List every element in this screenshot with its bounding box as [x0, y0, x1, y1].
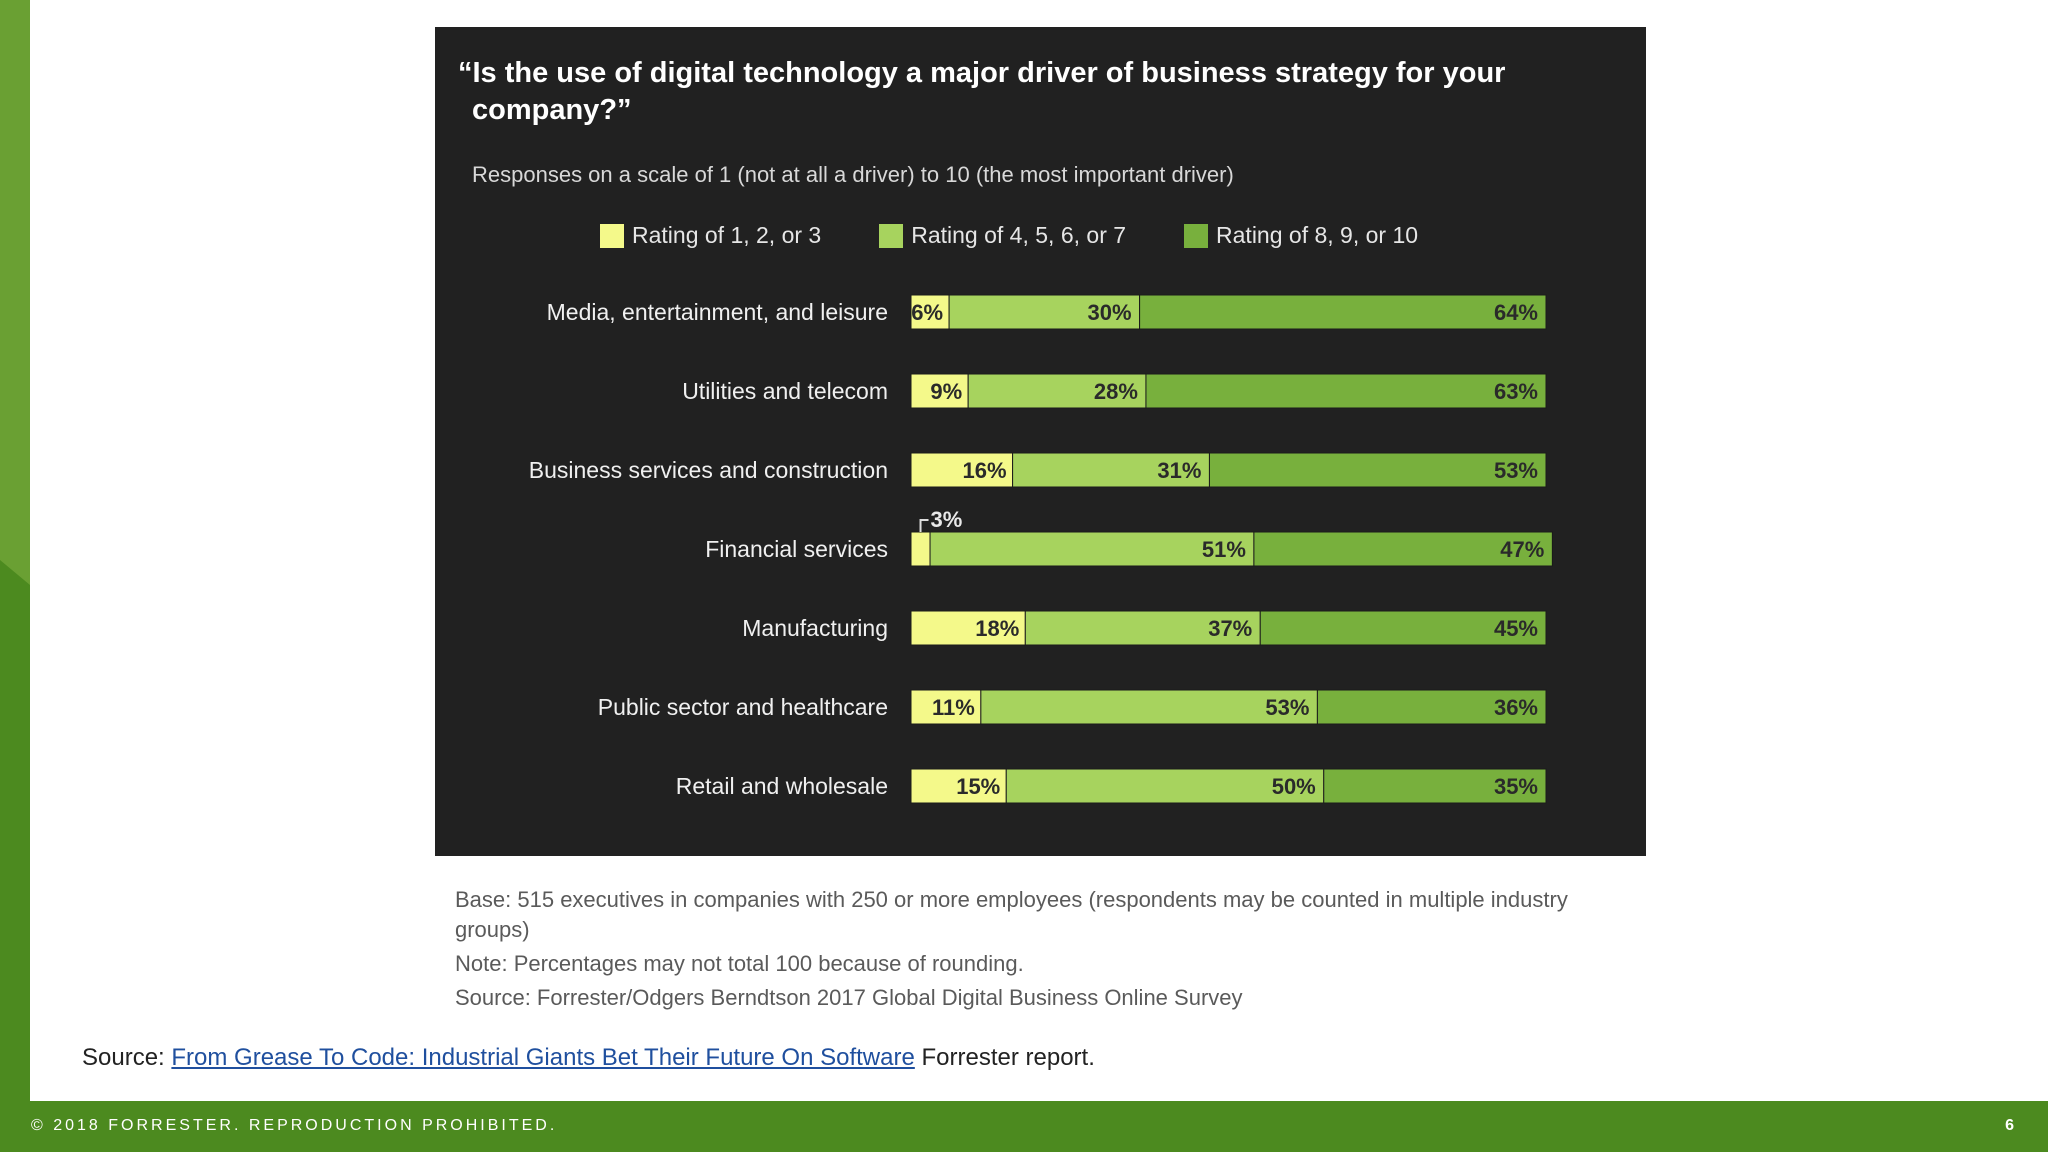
source-suffix: Forrester report. [914, 1044, 1095, 1071]
bar-segment [1024, 610, 1261, 646]
category-label: Business services and construction [529, 457, 888, 483]
footer-copyright: © 2018 FORRESTER. REPRODUCTION PROHIBITE… [31, 1117, 558, 1134]
bar-segment [1253, 531, 1553, 567]
data-label: 47% [1500, 537, 1544, 562]
legend-label-high: Rating of 8, 9, or 10 [1216, 222, 1419, 248]
bar-segment [967, 373, 1147, 409]
bar-segment [1323, 768, 1547, 804]
legend-label-mid: Rating of 4, 5, 6, or 7 [911, 222, 1127, 248]
legend-item-low: Rating of 1, 2, or 3 [600, 222, 821, 249]
bar-segment [1316, 689, 1547, 725]
data-label: 51% [1202, 537, 1246, 562]
data-label: 31% [1157, 458, 1201, 483]
bar-segment [1208, 452, 1547, 488]
data-label: 15% [956, 774, 1000, 799]
legend-swatch-mid [879, 223, 904, 248]
bar-segment [1012, 452, 1210, 488]
bar-segment [980, 689, 1318, 725]
chart-footnotes: Base: 515 executives in companies with 2… [455, 885, 1645, 1017]
category-label: Utilities and telecom [682, 378, 888, 404]
category-label: Retail and wholesale [676, 773, 888, 799]
data-label: 53% [1265, 695, 1309, 720]
footer-bar: © 2018 FORRESTER. REPRODUCTION PROHIBITE… [0, 1101, 2048, 1152]
bar-segment [910, 531, 931, 567]
source-prefix: Source: [82, 1044, 172, 1071]
source-line: Source: From Grease To Code: Industrial … [82, 1044, 1095, 1072]
data-label: 45% [1494, 616, 1538, 641]
data-label: 30% [1088, 300, 1132, 325]
page-number: 6 [2005, 1117, 2014, 1134]
data-label: 11% [932, 695, 975, 720]
bar-segment [910, 610, 1026, 646]
chart-subtitle: Responses on a scale of 1 (not at all a … [472, 162, 1234, 187]
bar-segment [910, 689, 982, 725]
bar-segment [910, 452, 1014, 488]
bar-segment [929, 531, 1255, 567]
data-label: 28% [1094, 379, 1138, 404]
legend-swatch-high [1184, 223, 1209, 248]
data-label: 50% [1272, 774, 1316, 799]
chart-title: “Is the use of digital technology a majo… [458, 57, 1506, 126]
data-label: 6% [911, 300, 943, 325]
chart-legend: Rating of 1, 2, or 3 Rating of 4, 5, 6, … [600, 222, 1418, 249]
data-label-leader [919, 519, 929, 532]
legend-swatch-low [600, 223, 624, 248]
bar-segment [1145, 373, 1547, 409]
bar-segment [910, 373, 969, 409]
bar-chart-plot: Media, entertainment, and leisure 6% 30% 64… [529, 294, 1553, 804]
footnote-base: Base: 515 executives in companies with 2… [455, 887, 1568, 942]
chart-panel: “Is the use of digital technology a majo… [435, 27, 1646, 856]
data-label: 16% [963, 458, 1007, 483]
left-accent-bar [0, 0, 30, 1101]
category-label: Financial services [705, 536, 888, 562]
accent-triangle [0, 560, 30, 585]
footnote-note: Note: Percentages may not total 100 beca… [455, 951, 1024, 976]
source-report-link[interactable]: From Grease To Code: Industrial Giants B… [171, 1044, 915, 1071]
category-label: Media, entertainment, and leisure [547, 299, 888, 325]
bar-segment [1005, 768, 1325, 804]
bar-segment [1139, 294, 1547, 330]
legend-item-mid: Rating of 4, 5, 6, or 7 [879, 222, 1126, 249]
data-label: 64% [1494, 300, 1538, 325]
legend-label-low: Rating of 1, 2, or 3 [632, 222, 822, 248]
bar-segment [1259, 610, 1547, 646]
data-label: 9% [930, 379, 962, 404]
data-label: 53% [1494, 458, 1538, 483]
data-label: 3% [931, 507, 963, 532]
data-label: 63% [1494, 379, 1538, 404]
data-label: 35% [1494, 774, 1538, 799]
data-label: 18% [975, 616, 1019, 641]
accent-lower [0, 585, 30, 1101]
category-label: Public sector and healthcare [598, 694, 888, 720]
footnote-source: Source: Forrester/Odgers Berndtson 2017 … [455, 985, 1243, 1010]
data-label: 36% [1494, 695, 1538, 720]
category-label: Manufacturing [742, 615, 888, 641]
legend-item-high: Rating of 8, 9, or 10 [1184, 222, 1418, 249]
data-label: 37% [1208, 616, 1252, 641]
